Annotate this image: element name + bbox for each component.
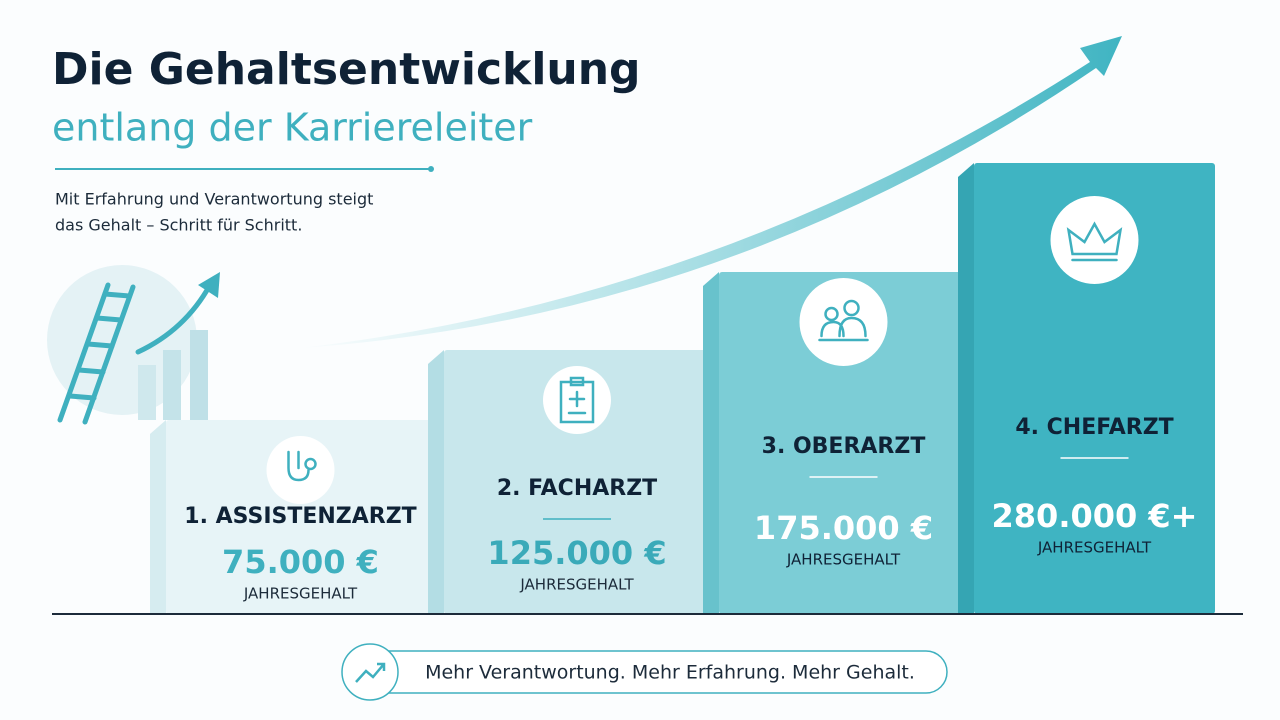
step-caption: JAHRESGEHALT [1037,539,1152,557]
step-block [719,272,968,614]
stethoscope-icon [287,450,310,482]
intro-line: Mit Erfahrung und Verantwortung steigt [55,190,373,209]
step-title: 4. CHEFARZT [1015,415,1173,440]
footer-text: Mehr Verantwortung. Mehr Erfahrung. Mehr… [425,662,915,684]
step-icon-bg [266,436,335,504]
step-side [958,163,974,614]
group-icon [824,306,839,322]
step-caption: JAHRESGEHALT [519,576,634,594]
clipboard-icon [559,376,595,424]
group-icon [818,316,869,342]
step-side [150,420,166,614]
step-title: 1. ASSISTENZARZT [184,504,416,529]
step-block [166,420,435,614]
footer-icon [341,643,399,701]
step-salary: 280.000 €+ [992,497,1198,535]
step-caption: JAHRESGEHALT [786,551,901,569]
step-block [974,163,1215,614]
step-side [703,272,719,614]
crown-icon [1066,221,1123,262]
step-salary: 75.000 € [222,543,379,581]
subtitle: entlang der Karriereleiter [52,106,533,150]
ladder-icon [47,265,220,425]
step-caption: JAHRESGEHALT [243,585,358,603]
step-block [444,350,710,614]
stethoscope-icon [304,457,317,471]
step-title: 3. OBERARZT [762,434,926,459]
step-side [428,350,444,614]
step-salary: 125.000 € [487,534,666,572]
intro-line: das Gehalt – Schritt für Schritt. [55,216,302,235]
trend-icon [355,662,386,683]
step-salary: 175.000 € [754,509,933,547]
group-icon [843,299,860,317]
step-title: 2. FACHARZT [497,476,657,501]
step-icon-bg [1050,196,1139,284]
divider-dot [428,166,434,172]
title: Die Gehaltsentwicklung [52,44,641,95]
